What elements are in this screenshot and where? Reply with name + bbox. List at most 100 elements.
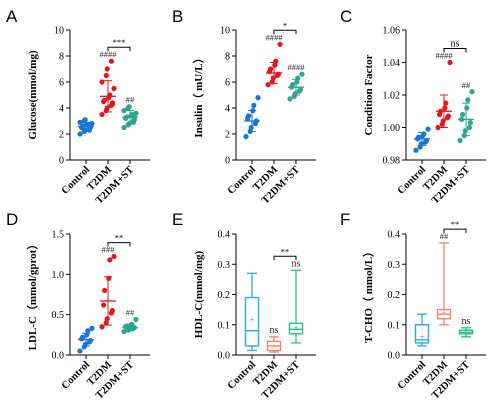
comparison-bracket: [107, 242, 131, 247]
data-point: [425, 126, 431, 132]
data-point: [121, 329, 127, 335]
data-point: [251, 102, 257, 108]
y-tick-label: 10: [54, 26, 64, 37]
bracket-label: ns: [451, 39, 460, 50]
data-point: [101, 302, 107, 308]
data-point: [77, 348, 83, 354]
y-tick-label: 0.98: [383, 156, 401, 167]
panel-a: AGlucose(mmol/mg)0246810ControlT2DMT2DM+…: [6, 7, 150, 206]
significance-label: ##: [440, 231, 449, 241]
data-point: [299, 71, 305, 77]
significance-label: ##: [126, 95, 135, 105]
y-tick-label: 0.0: [218, 351, 231, 362]
x-tick-label: Control: [60, 164, 92, 196]
y-tick-label: 1.06: [383, 26, 401, 37]
data-point: [99, 324, 105, 330]
y-axis-label: LDL-C（mmol/gprot）: [26, 239, 39, 351]
data-point: [104, 316, 110, 322]
bracket-label: **: [451, 219, 460, 229]
y-tick-label: 0.1: [218, 320, 231, 331]
bracket-label: **: [281, 246, 290, 256]
panel-c: C Condition Factor 0.98 1.00 1.02 1.04 1.06 Con…: [340, 7, 486, 206]
data-point: [462, 128, 468, 134]
y-tick-label: 10: [220, 26, 230, 37]
data-point: [99, 111, 105, 118]
data-point: [442, 105, 448, 111]
bracket-label: ***: [113, 37, 126, 47]
bracket-label: **: [115, 233, 124, 243]
y-tick-label: 0: [225, 156, 230, 167]
x-tick-label: Control: [226, 359, 258, 391]
data-point: [268, 66, 274, 72]
panel-letter: C: [340, 7, 352, 26]
data-point: [99, 79, 105, 85]
significance-label: ##: [462, 80, 471, 90]
y-tick-label: 4: [225, 104, 230, 115]
y-axis-label: HDL-C(mmol/mg): [193, 250, 205, 338]
y-tick-label: 0.4: [388, 230, 401, 241]
panel-letter: F: [340, 210, 350, 229]
comparison-bracket: [443, 48, 467, 53]
data-point: [133, 316, 139, 323]
data-point: [447, 59, 453, 66]
data-point: [130, 119, 136, 125]
data-point: [102, 97, 108, 103]
panel-f: FT-CHO（ mmol/L）0.00.10.20.30.4ControlT2D…: [340, 210, 486, 401]
data-point: [297, 87, 303, 93]
mean-marker: +: [419, 332, 424, 342]
y-tick-label: 1.00: [383, 123, 401, 134]
data-point: [265, 82, 271, 88]
mean-marker: +: [441, 308, 446, 318]
mean-marker: +: [463, 327, 468, 337]
significance-label: ns: [462, 316, 471, 327]
comparison-bracket: [107, 46, 131, 52]
y-tick-label: 0.2: [218, 290, 231, 301]
y-tick-label: 1.0: [52, 270, 65, 281]
data-point: [111, 85, 117, 92]
panel-letter: A: [6, 7, 18, 26]
comparison-bracket: [443, 228, 467, 234]
y-tick-label: 0.2: [388, 290, 401, 301]
x-tick-label: Control: [226, 164, 258, 196]
significance-label: ####: [288, 62, 306, 72]
significance-label: ####: [100, 49, 118, 59]
data-point: [109, 308, 115, 314]
data-point: [466, 124, 472, 131]
data-point: [102, 287, 108, 294]
y-tick-label: 1.02: [383, 91, 401, 102]
y-tick-label: 6: [225, 78, 230, 89]
comparison-bracket: [273, 29, 297, 35]
data-point: [87, 337, 93, 344]
y-axis-label: Glucose(mmol/mg): [27, 50, 39, 140]
y-tick-label: 0: [59, 156, 64, 167]
data-point: [246, 113, 252, 119]
mean-marker: +: [293, 323, 298, 333]
data-point: [287, 96, 293, 102]
data-point: [435, 124, 441, 131]
mean-marker: +: [271, 341, 276, 351]
panel-d: DLDL-C（mmol/gprot）0.00.51.01.5ControlT2D…: [6, 210, 150, 401]
y-tick-label: 0.3: [218, 260, 231, 271]
y-tick-label: 4: [59, 104, 64, 115]
y-tick-label: 1.5: [52, 230, 65, 241]
panel-e: EHDL-C(mmol/mg)0.00.10.20.30.4ControlT2D…: [172, 210, 316, 401]
y-tick-label: 0.4: [218, 230, 231, 241]
y-tick-label: 0.3: [388, 260, 401, 271]
y-tick-label: 8: [59, 52, 64, 63]
y-tick-label: 2: [59, 130, 64, 141]
data-point: [121, 124, 127, 131]
panel-letter: D: [6, 210, 18, 229]
data-point: [248, 124, 254, 131]
comparison-bracket: [273, 255, 297, 261]
x-tick-label: Control: [60, 359, 92, 391]
box: [414, 324, 430, 344]
data-point: [467, 120, 473, 126]
data-point: [255, 95, 261, 101]
x-tick-label: Control: [396, 359, 428, 391]
data-point: [133, 110, 139, 116]
significance-label: ###: [102, 245, 116, 255]
y-tick-label: 2: [225, 130, 230, 141]
y-tick-label: 0.0: [52, 351, 65, 362]
